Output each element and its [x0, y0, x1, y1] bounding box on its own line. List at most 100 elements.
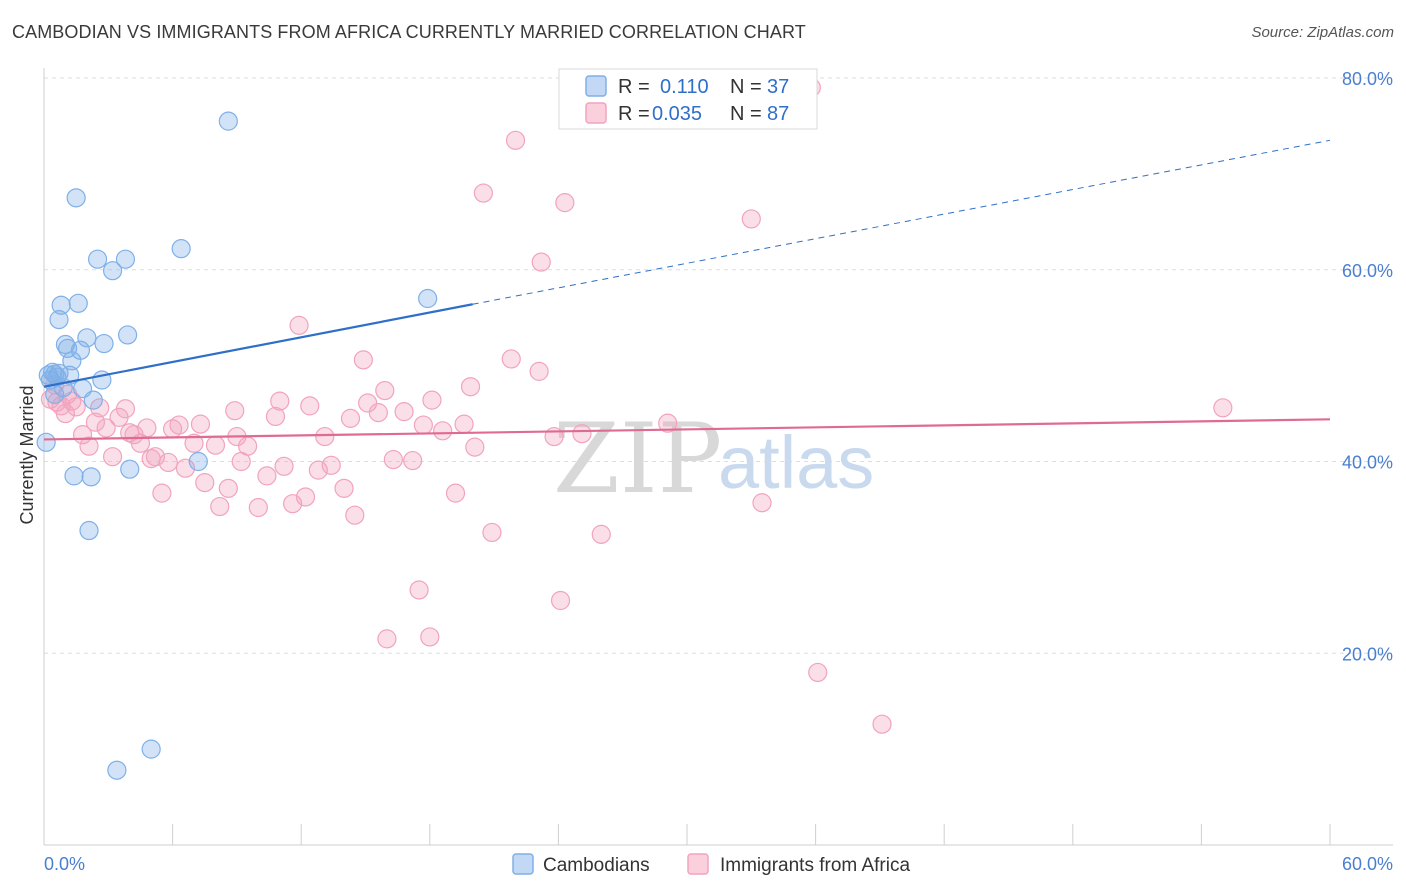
point-cambodians: [117, 325, 138, 345]
point-cambodians: [141, 739, 161, 759]
y-tick-label: 20.0%: [1342, 644, 1393, 664]
point-immigrants-from-africa: [465, 437, 485, 457]
point-immigrants-from-africa: [572, 424, 592, 444]
point-immigrants-from-africa: [205, 435, 226, 455]
point-immigrants-from-africa: [531, 252, 551, 272]
point-immigrants-from-africa: [257, 466, 277, 486]
x-tick-label: 0.0%: [44, 854, 85, 874]
point-cambodians: [68, 293, 88, 313]
point-immigrants-from-africa: [184, 433, 204, 453]
point-immigrants-from-africa: [274, 456, 294, 476]
point-cambodians: [36, 432, 56, 452]
point-cambodians: [81, 467, 101, 487]
point-cambodians: [171, 239, 191, 259]
point-cambodians: [218, 111, 238, 131]
point-immigrants-from-africa: [248, 497, 268, 518]
point-cambodians: [64, 466, 84, 486]
legend-swatch-cambodians: [585, 75, 607, 97]
point-immigrants-from-africa: [238, 436, 258, 456]
point-immigrants-from-africa: [872, 714, 892, 734]
x-axis-ticks: 0.0% 60.0%: [44, 854, 1393, 874]
point-immigrants-from-africa: [460, 377, 481, 397]
point-immigrants-from-africa: [550, 590, 571, 611]
point-cambodians: [45, 364, 65, 384]
point-immigrants-from-africa: [321, 455, 341, 475]
point-immigrants-from-africa: [218, 478, 238, 498]
point-immigrants-from-africa: [353, 350, 373, 370]
point-immigrants-from-africa: [295, 487, 316, 507]
legend-r-label-2: R =: [618, 103, 650, 125]
point-immigrants-from-africa: [270, 391, 290, 411]
point-cambodians: [102, 261, 123, 281]
point-cambodians: [83, 390, 103, 410]
point-immigrants-from-africa: [501, 349, 521, 369]
x-tick-label: 60.0%: [1342, 854, 1393, 874]
point-immigrants-from-africa: [383, 449, 403, 470]
watermark: ZIP atlas: [553, 403, 874, 515]
point-immigrants-from-africa: [96, 418, 116, 438]
point-immigrants-from-africa: [454, 414, 474, 434]
point-immigrants-from-africa: [752, 493, 772, 513]
point-immigrants-from-africa: [394, 402, 414, 422]
legend-n-value-2: 87: [767, 103, 789, 125]
point-immigrants-from-africa: [152, 483, 172, 503]
point-immigrants-from-africa: [289, 315, 309, 335]
legend-n-label-2: N =: [730, 103, 762, 125]
trend-lines: [43, 139, 1331, 441]
point-cambodians: [115, 249, 136, 269]
legend-n-value-1: 37: [767, 76, 789, 98]
point-immigrants-from-africa: [90, 398, 110, 418]
point-immigrants-from-africa: [555, 193, 575, 213]
point-immigrants-from-africa: [55, 403, 76, 424]
point-cambodians: [418, 288, 438, 309]
legend-r-value-2: 0.035: [652, 103, 702, 125]
point-cambodians: [60, 365, 80, 385]
y-tick-label: 40.0%: [1342, 453, 1393, 473]
point-immigrants-from-africa: [334, 478, 354, 498]
point-immigrants-from-africa: [115, 399, 136, 419]
point-immigrants-from-africa: [473, 183, 493, 203]
legend-bottom-swatch-cambodians: [512, 853, 534, 875]
point-immigrants-from-africa: [403, 450, 423, 471]
point-immigrants-from-africa: [265, 406, 286, 427]
point-immigrants-from-africa: [102, 447, 123, 467]
watermark-zip: ZIP: [553, 403, 722, 515]
point-immigrants-from-africa: [85, 412, 106, 432]
point-immigrants-from-africa: [195, 472, 215, 493]
legend-swatch-immigrants: [585, 102, 607, 124]
point-immigrants-from-africa: [300, 396, 320, 416]
point-immigrants-from-africa: [413, 415, 433, 435]
point-cambodians: [87, 249, 108, 269]
point-immigrants-from-africa: [358, 393, 378, 413]
legend-series: Cambodians Immigrants from Africa: [512, 853, 910, 876]
point-immigrants-from-africa: [66, 397, 86, 417]
point-immigrants-from-africa: [409, 580, 429, 600]
point-immigrants-from-africa: [368, 403, 388, 423]
legend-bottom-swatch-immigrants: [687, 853, 709, 875]
watermark-atlas: atlas: [718, 421, 874, 504]
legend-label-cambodians: Cambodians: [543, 855, 650, 876]
point-cambodians: [188, 451, 208, 472]
point-immigrants-from-africa: [79, 436, 99, 456]
point-immigrants-from-africa: [340, 408, 361, 428]
gridlines: [44, 77, 1393, 654]
trendline-immigrants-from-africa: [43, 418, 1331, 441]
y-tick-label: 60.0%: [1342, 261, 1393, 281]
y-axis-label: Currently Married: [17, 385, 37, 524]
point-immigrants-from-africa: [1213, 398, 1233, 418]
point-immigrants-from-africa: [505, 130, 526, 150]
legend-n-label-1: N =: [730, 76, 762, 98]
legend-r-value-1: 0.110: [660, 76, 709, 98]
point-immigrants-from-africa: [315, 426, 335, 447]
trendline-cambodians: [43, 303, 473, 388]
source-label: Source: ZipAtlas.com: [1251, 24, 1394, 41]
point-immigrants-from-africa: [345, 505, 365, 525]
axes: [43, 68, 1393, 846]
y-tick-label: 80.0%: [1342, 69, 1393, 89]
point-cambodians: [51, 295, 71, 315]
legend-r-label-1: R =: [618, 76, 650, 98]
point-immigrants-from-africa: [433, 421, 453, 441]
point-cambodians: [107, 760, 127, 780]
point-immigrants-from-africa: [225, 401, 245, 421]
